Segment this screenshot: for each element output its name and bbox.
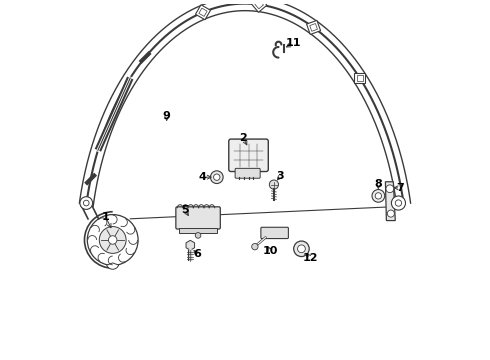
Polygon shape	[307, 21, 320, 35]
Circle shape	[294, 241, 309, 257]
FancyBboxPatch shape	[261, 227, 289, 239]
Circle shape	[214, 174, 220, 180]
Circle shape	[99, 226, 126, 253]
Text: 1: 1	[102, 212, 110, 222]
Text: 11: 11	[286, 38, 301, 48]
Text: 3: 3	[276, 171, 284, 181]
Polygon shape	[255, 0, 264, 9]
Bar	[179, 228, 217, 233]
Circle shape	[252, 243, 258, 250]
Polygon shape	[354, 72, 365, 84]
Text: 7: 7	[396, 183, 404, 193]
Circle shape	[375, 193, 382, 199]
Circle shape	[386, 185, 394, 193]
Text: 4: 4	[199, 172, 207, 182]
Polygon shape	[310, 23, 318, 31]
Wedge shape	[107, 263, 119, 269]
Polygon shape	[251, 0, 267, 12]
Circle shape	[392, 196, 406, 210]
Text: 6: 6	[194, 249, 201, 259]
FancyBboxPatch shape	[229, 139, 269, 171]
Circle shape	[83, 200, 89, 206]
Circle shape	[297, 245, 305, 253]
Circle shape	[195, 233, 201, 238]
Circle shape	[387, 210, 394, 217]
Circle shape	[80, 197, 93, 210]
Circle shape	[210, 171, 223, 184]
Polygon shape	[357, 75, 363, 81]
Circle shape	[395, 200, 402, 206]
Circle shape	[108, 236, 117, 244]
Polygon shape	[186, 240, 195, 250]
Circle shape	[87, 215, 138, 265]
Polygon shape	[199, 8, 207, 16]
Circle shape	[372, 189, 385, 202]
Polygon shape	[196, 5, 211, 20]
Text: 10: 10	[263, 246, 278, 256]
Text: 12: 12	[302, 253, 318, 263]
Text: 8: 8	[374, 179, 382, 189]
Circle shape	[270, 180, 278, 189]
Text: 5: 5	[181, 205, 189, 215]
Text: 2: 2	[239, 133, 247, 143]
Polygon shape	[386, 182, 395, 221]
FancyBboxPatch shape	[235, 168, 260, 178]
FancyBboxPatch shape	[176, 207, 220, 229]
Text: 9: 9	[163, 112, 171, 121]
